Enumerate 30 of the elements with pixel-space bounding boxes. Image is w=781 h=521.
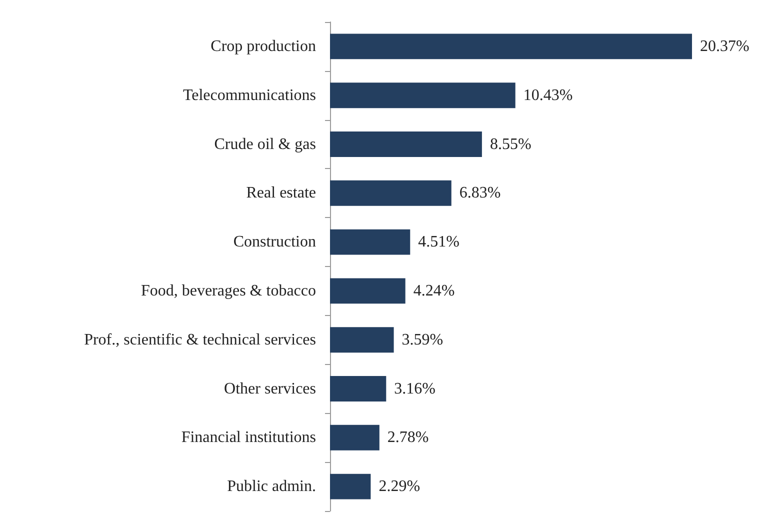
y-tick-label: Food, beverages & tobacco (140, 282, 316, 300)
data-label: 4.24% (413, 282, 455, 300)
y-tick-label: Financial institutions (181, 429, 316, 446)
data-label: 8.55% (490, 136, 532, 153)
y-tick-label: Other services (224, 380, 316, 398)
data-label: 3.59% (402, 331, 444, 348)
bar (330, 34, 692, 60)
bar (330, 327, 394, 353)
bar (330, 424, 380, 450)
data-label: 2.78% (387, 429, 429, 446)
data-label: 4.51% (418, 234, 460, 251)
data-label: 2.29% (378, 478, 420, 496)
data-label: 6.83% (459, 184, 501, 202)
data-label: 3.16% (394, 380, 436, 398)
y-tick-label: Telecommunications (182, 86, 316, 104)
y-tick-label: Public admin. (227, 478, 316, 496)
bar (330, 376, 386, 402)
bar (330, 278, 406, 304)
bar (330, 474, 371, 500)
y-tick-label: Prof., scientific & technical services (84, 331, 316, 348)
y-tick-label: Crude oil & gas (214, 136, 316, 153)
bar (330, 82, 516, 108)
y-tick-label: Crop production (210, 38, 316, 55)
data-label: 20.37% (700, 38, 750, 55)
bar (330, 132, 482, 157)
data-label: 10.43% (523, 86, 573, 104)
y-tick-label: Construction (233, 234, 316, 251)
bar (330, 180, 452, 206)
bar (330, 229, 410, 255)
y-tick-label: Real estate (246, 184, 316, 202)
